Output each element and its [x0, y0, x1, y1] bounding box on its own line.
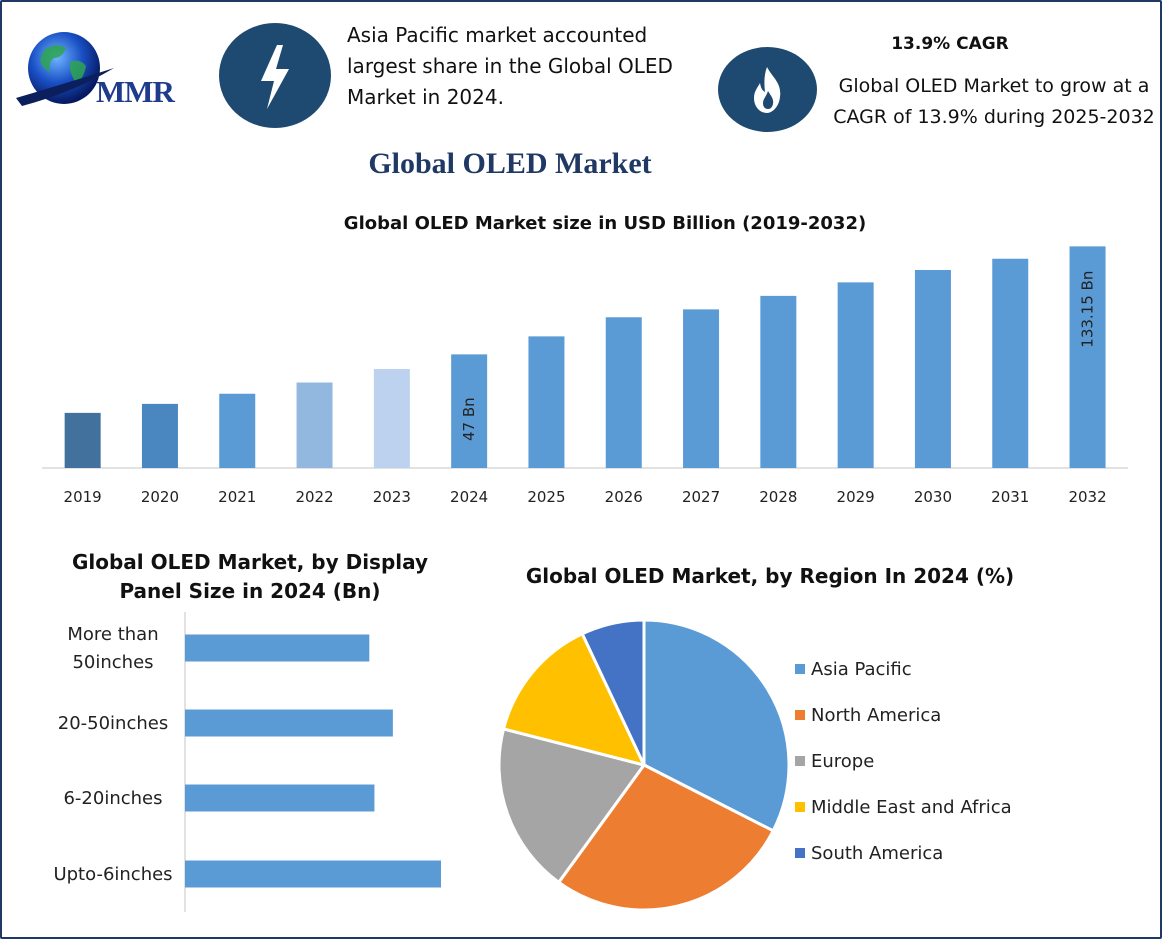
bar-2022 [296, 382, 333, 468]
hbar-2 [185, 784, 375, 812]
hbar-0 [185, 634, 370, 662]
cagr-text: Global OLED Market to grow at a CAGR of … [833, 75, 1155, 128]
legend-swatch [795, 664, 805, 674]
bar-2029 [837, 282, 874, 468]
hbar-chart-title: Global OLED Market, by Display Panel Siz… [71, 550, 429, 603]
pie-chart-title: Global OLED Market, by Region In 2024 (%… [525, 564, 1015, 588]
x-tick-label: 2031 [991, 488, 1029, 506]
cagr-heading: 13.9% CAGR [891, 34, 1009, 54]
legend-label: North America [811, 705, 941, 726]
hbar-label: More than 50inches [67, 624, 158, 673]
hbar-label: 6-20inches [63, 788, 162, 809]
x-tick-label: 2024 [450, 488, 488, 506]
x-tick-label: 2027 [682, 488, 720, 506]
bar-2023 [373, 369, 410, 468]
legend-swatch [795, 802, 805, 812]
x-tick-label: 2020 [141, 488, 179, 506]
x-tick-label: 2025 [527, 488, 565, 506]
bar-2028 [760, 295, 797, 468]
bar-2025 [528, 336, 565, 468]
page-title: Global OLED Market [368, 147, 652, 180]
bar-2019 [64, 412, 101, 468]
x-tick-label: 2032 [1068, 488, 1106, 506]
x-tick-label: 2030 [914, 488, 952, 506]
pie-slice-4 [580, 618, 646, 766]
hbar-1 [185, 709, 393, 737]
bar-2024 [451, 354, 488, 468]
x-tick-label: 2021 [218, 488, 256, 506]
bar-2030 [914, 270, 951, 468]
x-tick-label: 2019 [64, 488, 102, 506]
pie-slice-2 [497, 727, 647, 885]
legend-label: Middle East and Africa [811, 797, 1012, 818]
legend-label: Europe [811, 751, 874, 772]
legend-swatch [795, 710, 805, 720]
legend-label: Asia Pacific [811, 659, 912, 680]
asia-pacific-text: Asia Pacific market accounted largest sh… [347, 23, 673, 109]
x-tick-label: 2022 [295, 488, 333, 506]
bar-2026 [605, 317, 642, 468]
x-tick-label: 2029 [837, 488, 875, 506]
bar-2027 [683, 309, 720, 468]
bar-2031 [992, 258, 1029, 468]
legend-label: South America [811, 843, 943, 864]
data-label-2024: 47 Bn [460, 397, 478, 441]
bar-2020 [141, 403, 178, 468]
bar-2032 [1069, 246, 1106, 468]
lightning-bolt-icon [219, 23, 331, 128]
hbar-label: 20-50inches [58, 713, 168, 734]
bar-2021 [219, 393, 256, 468]
pie-slice-1 [556, 763, 776, 912]
hbar-3 [185, 860, 441, 888]
flame-icon [718, 47, 817, 132]
data-label-2032: 133.15 Bn [1079, 271, 1097, 348]
pie-slice-3 [501, 631, 647, 768]
legend-swatch [795, 848, 805, 858]
bar-chart-title: Global OLED Market size in USD Billion (… [343, 213, 867, 234]
hbar-label: Upto-6inches [53, 864, 172, 885]
pie-slice-0 [642, 618, 791, 833]
logo-text: MMR [96, 74, 175, 109]
legend-swatch [795, 756, 805, 766]
x-tick-label: 2026 [605, 488, 643, 506]
x-tick-label: 2023 [373, 488, 411, 506]
globe-icon [16, 32, 114, 106]
x-tick-label: 2028 [759, 488, 797, 506]
